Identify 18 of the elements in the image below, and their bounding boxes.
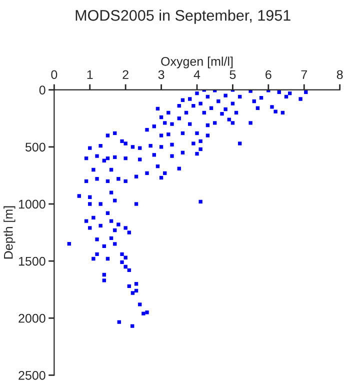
x-tick-label: 3 [158,70,164,80]
x-tick-label: 6 [266,70,272,80]
y-tick-label: 2500 [18,370,46,380]
x-tick-label: 7 [301,70,307,79]
y-tick-label: 1000 [18,200,46,209]
x-tick-label: 2 [122,70,128,79]
y-tick-label: 1500 [18,256,46,266]
y-tick-label: 500 [25,142,46,152]
y-tick-label: 0 [39,86,46,95]
y-tick-label: 2000 [18,314,46,323]
x-tick-label: 1 [87,70,93,79]
x-tick-label: 4 [194,70,200,79]
x-axis-title: Oxygen [ml/l] [161,56,233,68]
y-axis-title: Depth [m] [4,206,16,259]
x-tick-label: 8 [336,70,343,80]
chart-title: MODS2005 in September, 1951 [76,10,290,24]
x-tick-label: 0 [51,70,58,80]
x-tick-label: 5 [230,70,236,80]
